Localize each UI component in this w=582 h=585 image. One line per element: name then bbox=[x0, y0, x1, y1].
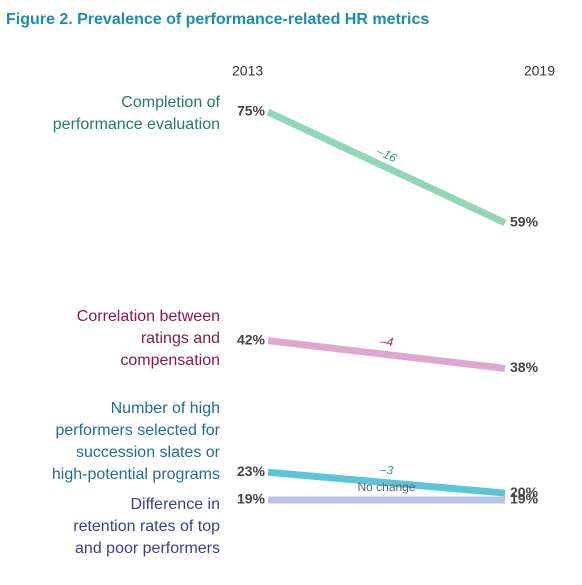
series-label: Correlation between bbox=[77, 308, 220, 325]
series-label: ratings and bbox=[141, 330, 220, 347]
value-label: 75% bbox=[237, 103, 266, 119]
series-label: retention rates of top bbox=[73, 518, 220, 535]
series-label: and poor performers bbox=[75, 540, 220, 557]
x-category-label: 2019 bbox=[524, 63, 555, 79]
value-label: 20% bbox=[510, 484, 539, 500]
value-label: 42% bbox=[237, 331, 266, 347]
slope-line bbox=[267, 468, 506, 497]
series-label: Difference in bbox=[130, 496, 220, 513]
series-label: compensation bbox=[120, 352, 220, 369]
change-annotation: –3 bbox=[378, 462, 394, 477]
series-label: high-potential programs bbox=[52, 466, 220, 483]
change-annotation: –4 bbox=[378, 334, 394, 350]
slope-line bbox=[267, 337, 506, 372]
value-label: 38% bbox=[510, 359, 539, 375]
value-label: 19% bbox=[510, 491, 539, 507]
value-label: 19% bbox=[237, 491, 266, 507]
value-label: 59% bbox=[510, 214, 539, 230]
series-label: succession slates or bbox=[76, 444, 221, 461]
change-annotation: No change bbox=[357, 480, 415, 494]
series-label: performance evaluation bbox=[53, 116, 220, 133]
slope-line bbox=[266, 108, 507, 227]
chart-title: Figure 2. Prevalence of performance-rela… bbox=[6, 11, 429, 28]
series-label: Completion of bbox=[121, 94, 220, 111]
series-label: Number of high bbox=[111, 400, 220, 417]
x-category-label: 2013 bbox=[232, 63, 263, 79]
series-label: performers selected for bbox=[55, 422, 220, 439]
value-label: 23% bbox=[237, 463, 266, 479]
